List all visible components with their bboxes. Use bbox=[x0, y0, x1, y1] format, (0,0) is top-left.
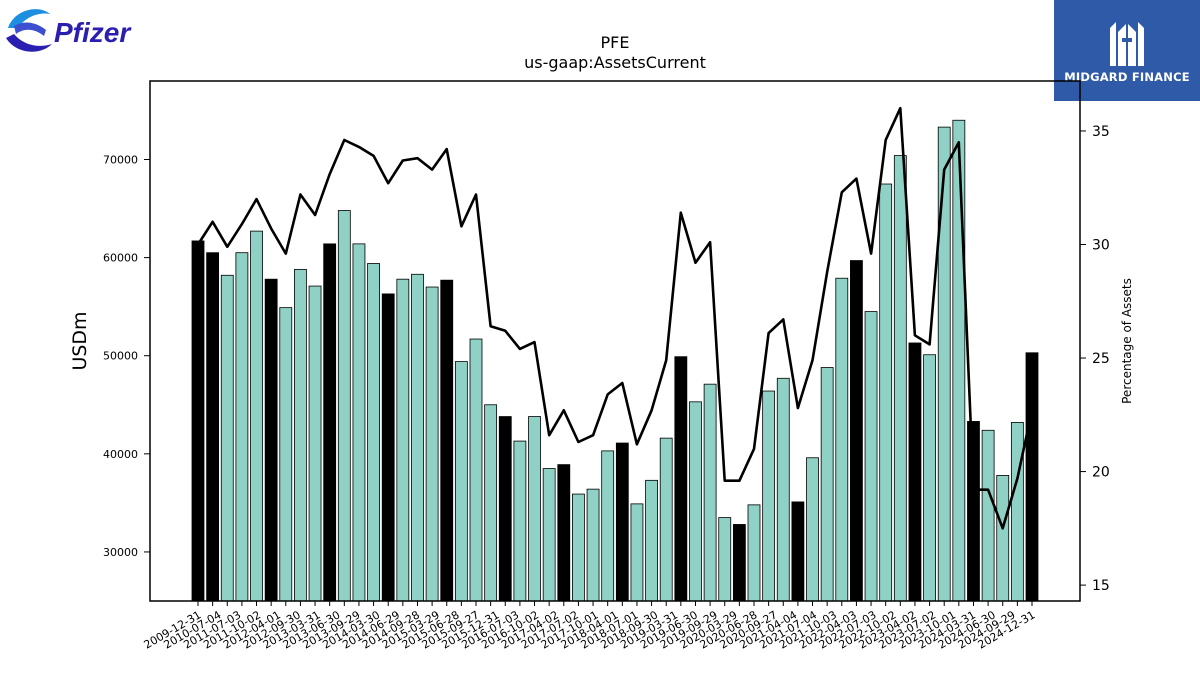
x-axis: 2009-12-312010-07-042011-07-032011-10-02… bbox=[142, 601, 1038, 652]
bar bbox=[235, 252, 249, 602]
bar bbox=[981, 429, 995, 602]
y2-tick-label: 35 bbox=[1092, 124, 1110, 140]
bar bbox=[411, 273, 424, 602]
y-axis-label: USDm bbox=[69, 311, 91, 370]
bar bbox=[206, 252, 220, 602]
midgard-finance-badge: MIDGARD FINANCE bbox=[1054, 0, 1200, 101]
bar bbox=[996, 475, 1010, 602]
pfizer-logo-mark: Pfizer bbox=[6, 9, 132, 52]
bar bbox=[337, 210, 351, 602]
bar bbox=[557, 464, 571, 602]
bar bbox=[601, 450, 615, 602]
y2-axis: 15 20 25 30 35 bbox=[1080, 124, 1110, 594]
midgard-logo-icon bbox=[1110, 22, 1144, 66]
bar bbox=[674, 356, 688, 602]
bar bbox=[937, 126, 951, 602]
percentage-line bbox=[196, 106, 1034, 530]
bar bbox=[967, 421, 980, 602]
pfizer-logo: Pfizer bbox=[4, 4, 136, 60]
bar bbox=[308, 285, 322, 602]
bar bbox=[498, 416, 512, 602]
bar bbox=[908, 342, 922, 602]
bar bbox=[323, 243, 337, 602]
bar bbox=[1010, 422, 1024, 602]
bar bbox=[1025, 352, 1039, 602]
plot-frame bbox=[149, 80, 1081, 602]
bar bbox=[864, 311, 878, 602]
bar bbox=[615, 442, 629, 602]
bar bbox=[820, 367, 834, 602]
y-tick-label: 30000 bbox=[103, 546, 138, 559]
y-tick-label: 60000 bbox=[103, 252, 138, 265]
chart-title: PFE bbox=[601, 33, 630, 52]
bar bbox=[191, 240, 205, 602]
bar bbox=[879, 183, 893, 602]
bar bbox=[850, 260, 863, 602]
y-tick-label: 40000 bbox=[103, 448, 138, 461]
bar bbox=[893, 155, 907, 602]
pfizer-logo-text: Pfizer bbox=[54, 17, 132, 48]
bar bbox=[732, 524, 746, 602]
y2-tick-label: 20 bbox=[1092, 465, 1110, 481]
bar bbox=[586, 488, 600, 602]
bar bbox=[396, 278, 410, 602]
bar bbox=[528, 416, 541, 602]
bar bbox=[264, 278, 278, 602]
bar bbox=[952, 119, 966, 602]
y2-tick-label: 15 bbox=[1092, 578, 1110, 594]
bar bbox=[484, 404, 498, 602]
bar bbox=[279, 307, 293, 602]
bar bbox=[835, 277, 849, 602]
bar bbox=[776, 377, 790, 602]
bar bbox=[762, 390, 776, 602]
bar bbox=[367, 263, 380, 602]
y2-tick-label: 30 bbox=[1092, 237, 1110, 253]
y2-tick-label: 25 bbox=[1092, 351, 1110, 367]
y-tick-label: 70000 bbox=[103, 153, 138, 166]
bar bbox=[542, 468, 556, 602]
bar bbox=[220, 274, 234, 602]
bar bbox=[381, 293, 395, 602]
bar bbox=[645, 479, 658, 602]
brand-name: MIDGARD FINANCE bbox=[1064, 70, 1190, 84]
y-tick-label: 50000 bbox=[103, 350, 138, 363]
bar bbox=[454, 361, 468, 602]
y2-axis-label: Percentage of Assets bbox=[1120, 278, 1134, 404]
chart-subtitle: us-gaap:AssetsCurrent bbox=[524, 53, 706, 72]
bar bbox=[425, 286, 439, 602]
bar bbox=[513, 440, 527, 602]
bar bbox=[689, 401, 702, 602]
bar bbox=[718, 517, 732, 602]
bar bbox=[250, 230, 263, 602]
bar bbox=[703, 383, 717, 602]
bar-series bbox=[191, 119, 1039, 602]
bar bbox=[572, 493, 585, 602]
bar bbox=[806, 457, 819, 602]
bar bbox=[352, 243, 366, 602]
bar bbox=[469, 338, 483, 602]
bar bbox=[630, 503, 644, 602]
line-series bbox=[196, 106, 1034, 530]
bar bbox=[747, 504, 761, 602]
bar bbox=[791, 501, 805, 602]
bar bbox=[659, 437, 673, 602]
bar bbox=[294, 268, 307, 602]
y-axis: 30000 40000 50000 60000 70000 bbox=[103, 153, 150, 559]
bar bbox=[440, 279, 454, 602]
bar bbox=[923, 354, 936, 602]
